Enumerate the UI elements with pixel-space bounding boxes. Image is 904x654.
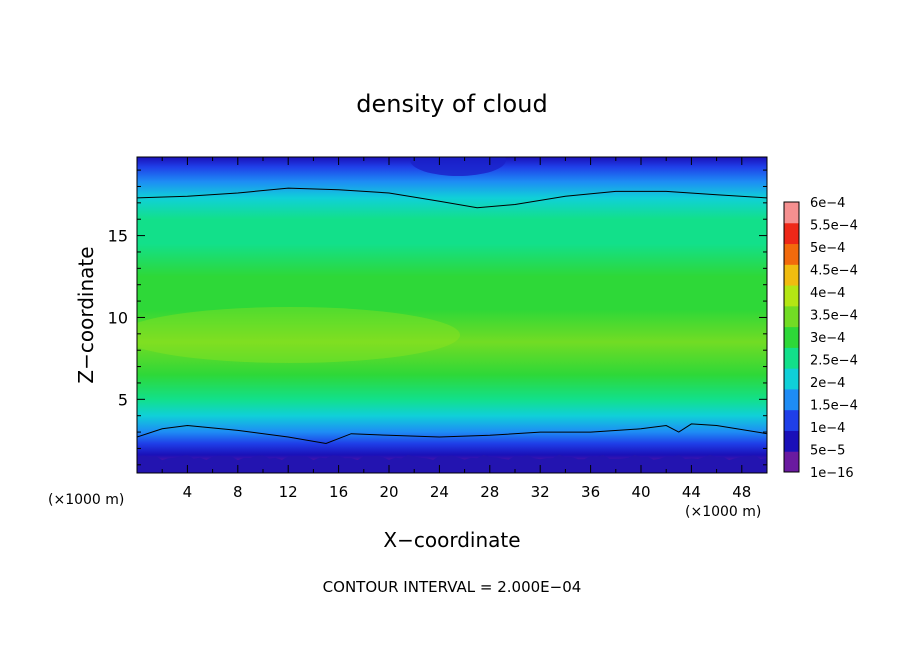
- x-tick-label: 32: [531, 483, 550, 501]
- y-axis-label: Z−coordinate: [74, 246, 98, 383]
- contour-interval-note: CONTOUR INTERVAL = 2.000E−04: [323, 578, 582, 596]
- colorbar-swatch: [784, 222, 799, 245]
- x-tick-label: 4: [183, 483, 193, 501]
- x-tick-label: 12: [279, 483, 298, 501]
- y-tick-label: 10: [108, 308, 128, 327]
- x-axis: 4 8 12 16 20 24 28 32 36 40 44 48: [161, 157, 751, 501]
- colorbar-swatch: [784, 388, 799, 411]
- colorbar-swatch: [784, 430, 799, 452]
- colorbar-swatch: [784, 264, 799, 286]
- x-tick-label: 16: [329, 483, 348, 501]
- x-unit-right: (×1000 m): [685, 504, 761, 520]
- x-tick-label: 36: [581, 483, 600, 501]
- colorbar-swatch: [784, 305, 799, 328]
- y-axis: 5 10 15: [108, 169, 767, 466]
- colorbar-frame: [783, 201, 800, 473]
- top-dark-patch: [410, 157, 506, 176]
- colorbar-label: 2e−4: [810, 376, 845, 391]
- colorbar-swatch: [784, 368, 799, 390]
- colorbar-label: 1.5e−4: [810, 399, 858, 414]
- mid-bright-patch: [137, 307, 460, 363]
- colorbar-label: 5e−4: [810, 241, 845, 256]
- colorbar-label: 4.5e−4: [810, 264, 858, 279]
- plot-frame: [136, 156, 768, 474]
- colorbar-swatch: [784, 409, 799, 431]
- density-field: [137, 157, 767, 473]
- colorbar-swatch: [784, 451, 799, 473]
- x-tick-label: 40: [631, 483, 650, 501]
- colorbar-label: 3e−4: [810, 331, 845, 346]
- x-tick-label: 24: [430, 483, 449, 501]
- colorbar-swatch: [784, 202, 799, 224]
- colorbar-label: 5e−5: [810, 444, 845, 459]
- colorbar: 1e−16 5e−5 1e−4 1.5e−4 2e−4 2.5e−4 3e−4 3.5e−4 4…: [783, 196, 858, 481]
- ground-bluish-band: [137, 454, 767, 473]
- y-tick-label: 15: [108, 227, 128, 246]
- colorbar-label: 1e−16: [810, 466, 854, 481]
- colorbar-swatch: [784, 243, 799, 265]
- colorbar-label: 2.5e−4: [810, 354, 858, 369]
- colorbar-label: 1e−4: [810, 421, 845, 436]
- colorbar-swatch: [784, 347, 799, 369]
- colorbar-label: 4e−4: [810, 286, 845, 301]
- x-tick-label: 48: [732, 483, 751, 501]
- contour-lower: [137, 423, 767, 445]
- colorbar-swatch: [784, 285, 799, 307]
- colorbar-swatch: [784, 326, 799, 348]
- colorbar-label: 5.5e−4: [810, 219, 858, 234]
- x-unit-left: (×1000 m): [48, 492, 124, 508]
- colorbar-label: 3.5e−4: [810, 309, 858, 324]
- x-tick-label: 20: [379, 483, 398, 501]
- x-tick-label: 44: [682, 483, 701, 501]
- chart-title: density of cloud: [356, 90, 547, 118]
- x-tick-label: 8: [233, 483, 243, 501]
- contour-upper: [137, 187, 767, 209]
- y-tick-label: 5: [118, 390, 128, 409]
- colorbar-label: 6e−4: [810, 196, 845, 211]
- plot-area: [137, 157, 767, 473]
- x-tick-label: 28: [480, 483, 499, 501]
- x-axis-label: X−coordinate: [383, 528, 520, 552]
